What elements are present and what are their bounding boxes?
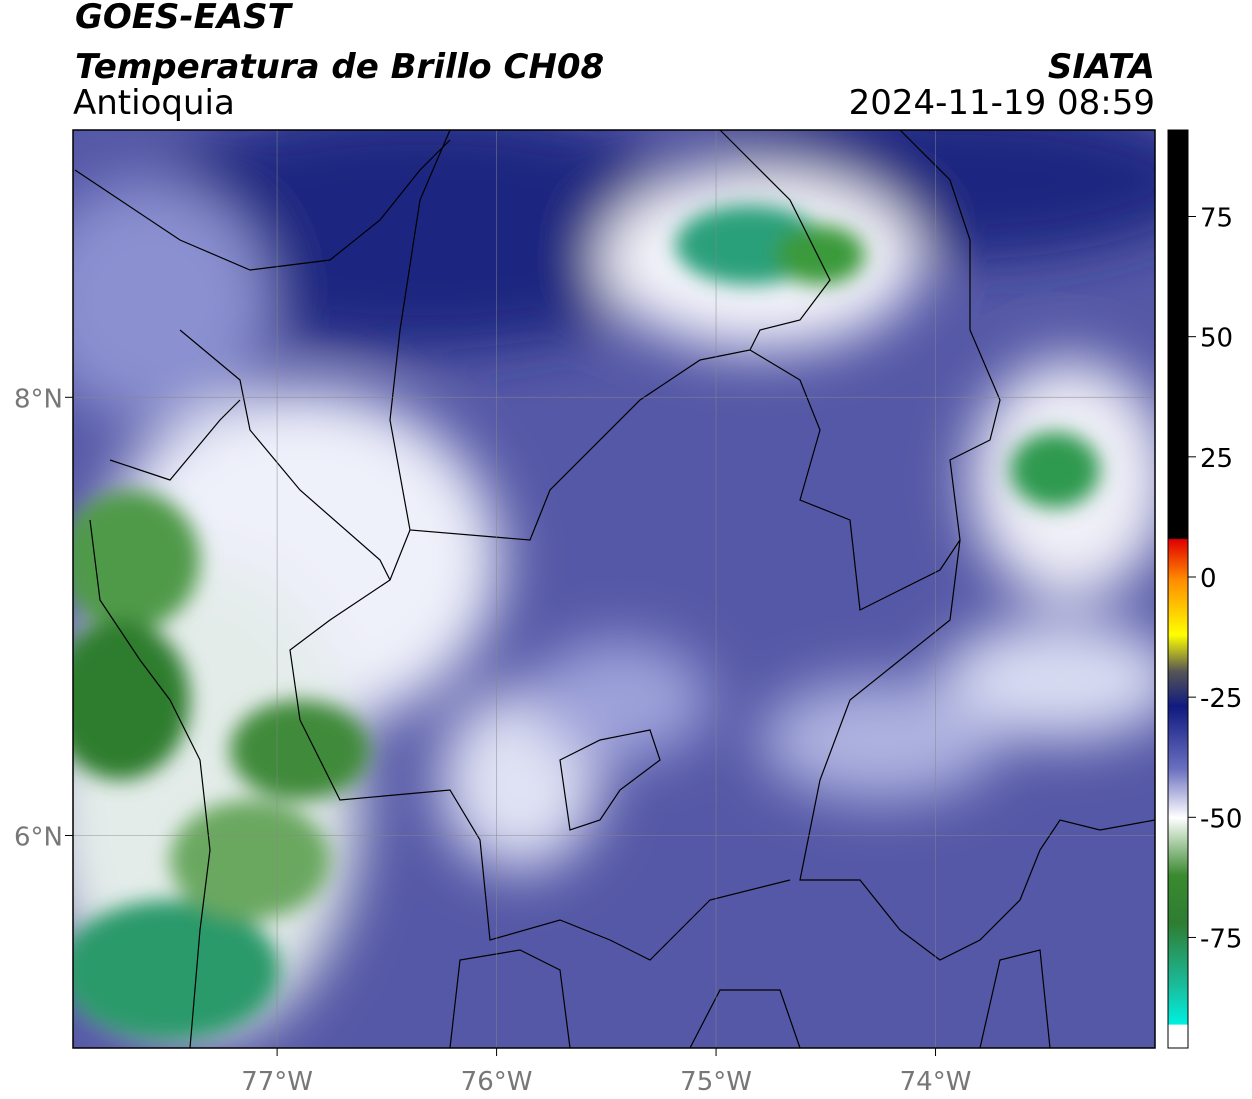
region: Antioquia — [73, 83, 235, 123]
colorbar-tick-label: 75 — [1200, 204, 1233, 234]
colorbar-tick-label: 50 — [1200, 324, 1233, 354]
x-tick-label: 76°W — [461, 1067, 533, 1097]
satellite-image — [73, 130, 1155, 1048]
colorbar-tick-label: -75 — [1200, 924, 1242, 954]
source: SIATA — [1048, 47, 1155, 87]
datetime: 2024-11-19 08:59 — [849, 83, 1155, 123]
colorbar-tick-label: 0 — [1200, 564, 1217, 594]
colorbar — [1167, 129, 1189, 1049]
x-tick-label: 75°W — [680, 1067, 752, 1097]
colorbar-tick-label: -25 — [1200, 684, 1242, 714]
y-tick-label: 6°N — [14, 822, 63, 852]
map-frame — [72, 129, 1156, 1049]
subtitle: Temperatura de Brillo CH08 — [75, 47, 604, 87]
y-tick-label: 8°N — [14, 384, 63, 414]
title: GOES-EAST — [75, 0, 294, 37]
colorbar-tick-label: -50 — [1200, 804, 1242, 834]
x-tick-label: 77°W — [241, 1067, 313, 1097]
colorbar-tick-label: 25 — [1200, 444, 1233, 474]
grid — [73, 130, 1155, 1048]
x-tick-label: 74°W — [900, 1067, 972, 1097]
